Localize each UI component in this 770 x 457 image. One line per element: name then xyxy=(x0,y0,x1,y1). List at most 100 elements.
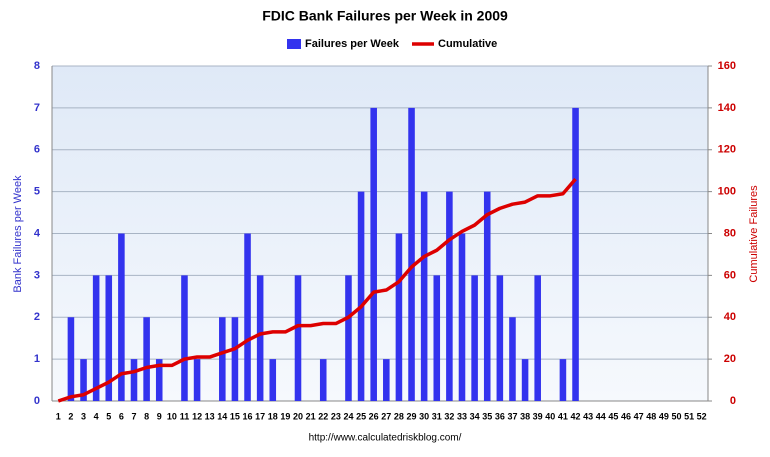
bar xyxy=(370,107,377,401)
x-tick-label: 30 xyxy=(419,411,429,421)
x-tick-label: 35 xyxy=(482,411,492,421)
bar xyxy=(458,233,466,401)
x-tick-label: 23 xyxy=(331,411,341,421)
x-tick-label: 26 xyxy=(369,411,379,421)
x-tick-label: 18 xyxy=(268,411,278,421)
y2-tick-label: 160 xyxy=(718,60,736,72)
y2-axis-label: Cumulative Failures xyxy=(748,185,760,283)
y2-tick-label: 100 xyxy=(718,186,736,198)
x-tick-label: 40 xyxy=(545,411,555,421)
bar xyxy=(521,359,529,401)
bar xyxy=(420,191,428,401)
x-tick-label: 15 xyxy=(230,411,240,421)
bar xyxy=(559,359,567,401)
bar xyxy=(67,317,75,401)
legend-label: Cumulative xyxy=(438,38,497,50)
bar xyxy=(294,275,302,401)
bar xyxy=(408,107,415,401)
bar xyxy=(269,359,277,401)
bar xyxy=(383,359,390,401)
bar xyxy=(572,107,579,401)
bar xyxy=(118,233,125,401)
x-tick-label: 5 xyxy=(106,411,111,421)
legend-label: Failures per Week xyxy=(305,38,400,50)
x-tick-label: 52 xyxy=(697,411,707,421)
bar xyxy=(143,317,150,401)
x-tick-label: 14 xyxy=(217,411,227,421)
x-tick-label: 32 xyxy=(444,411,454,421)
bar xyxy=(130,359,138,401)
x-tick-label: 10 xyxy=(167,411,177,421)
bar xyxy=(80,359,87,401)
bar xyxy=(509,317,516,401)
x-tick-label: 39 xyxy=(533,411,543,421)
y2-tick-label: 40 xyxy=(724,311,736,323)
bar xyxy=(244,233,251,401)
bar xyxy=(395,233,403,401)
bar xyxy=(345,275,352,401)
y-tick-label: 2 xyxy=(34,311,40,323)
x-tick-label: 3 xyxy=(81,411,86,421)
x-tick-label: 9 xyxy=(157,411,162,421)
x-tick-label: 47 xyxy=(634,411,644,421)
bar xyxy=(433,275,441,401)
bar xyxy=(534,275,541,401)
bar xyxy=(496,275,504,401)
x-tick-label: 17 xyxy=(255,411,265,421)
bar xyxy=(193,359,201,401)
footer: http://www.calculatedriskblog.com/ xyxy=(309,433,462,444)
x-tick-label: 4 xyxy=(94,411,99,421)
x-tick-label: 38 xyxy=(520,411,530,421)
x-tick-label: 41 xyxy=(558,411,568,421)
y-tick-label: 6 xyxy=(34,144,40,156)
y2-tick-label: 20 xyxy=(724,353,736,365)
x-tick-label: 45 xyxy=(608,411,618,421)
bar xyxy=(319,359,327,401)
x-tick-label: 13 xyxy=(205,411,215,421)
x-tick-label: 19 xyxy=(280,411,290,421)
x-tick-label: 36 xyxy=(495,411,505,421)
bar xyxy=(231,317,239,401)
y2-tick-label: 140 xyxy=(718,102,736,114)
bar xyxy=(105,275,113,401)
x-tick-label: 43 xyxy=(583,411,593,421)
x-tick-label: 7 xyxy=(131,411,136,421)
x-tick-label: 37 xyxy=(507,411,517,421)
bar xyxy=(92,275,100,401)
y2-tick-label: 120 xyxy=(718,144,736,156)
bar xyxy=(155,359,163,401)
x-tick-label: 24 xyxy=(343,411,353,421)
y-tick-label: 4 xyxy=(34,227,41,239)
legend-swatch xyxy=(287,39,301,49)
x-tick-label: 22 xyxy=(318,411,328,421)
y-tick-label: 0 xyxy=(34,395,40,407)
x-tick-label: 11 xyxy=(180,411,190,421)
bar xyxy=(483,191,491,401)
x-tick-label: 21 xyxy=(306,411,316,421)
bar xyxy=(357,191,365,401)
x-tick-label: 44 xyxy=(596,411,606,421)
x-tick-label: 34 xyxy=(470,411,480,421)
x-tick-label: 50 xyxy=(671,411,681,421)
x-tick-label: 8 xyxy=(144,411,149,421)
x-tick-label: 6 xyxy=(119,411,124,421)
x-tick-label: 27 xyxy=(381,411,391,421)
line xyxy=(57,177,577,403)
x-tick-label: 28 xyxy=(394,411,404,421)
chart-title: FDIC Bank Failures per Week in 2009 xyxy=(262,8,508,24)
x-tick-label: 48 xyxy=(646,411,656,421)
bar xyxy=(471,275,478,401)
y-tick-label: 1 xyxy=(34,353,40,365)
x-tick-label: 31 xyxy=(432,411,442,421)
y-axis-label: Bank Failures per Week xyxy=(12,175,24,293)
bar xyxy=(256,275,264,401)
y-tick-label: 3 xyxy=(34,269,40,281)
y2-tick-label: 60 xyxy=(724,269,736,281)
x-tick-label: 25 xyxy=(356,411,366,421)
bar xyxy=(446,191,453,401)
y2-tick-label: 0 xyxy=(730,395,736,407)
x-tick-label: 12 xyxy=(192,411,202,421)
x-tick-label: 1 xyxy=(56,411,61,421)
x-tick-label: 46 xyxy=(621,411,631,421)
